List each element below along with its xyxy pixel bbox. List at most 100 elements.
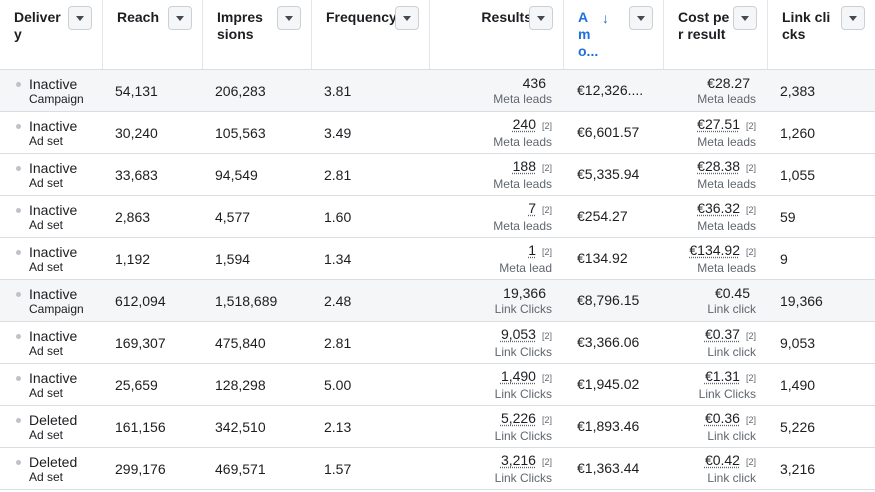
column-header-amount[interactable]: Amo... ↓	[564, 0, 664, 69]
cost-per-result-type: Link click	[707, 429, 756, 443]
amount-spent-cell: €254.27	[564, 196, 664, 237]
cost-per-result-value[interactable]: €0.42	[704, 452, 740, 468]
table-row[interactable]: Inactive Ad set 25,659 128,298 5.00 1,49…	[0, 364, 875, 406]
cost-per-result-type: Meta leads	[697, 135, 756, 149]
column-header-results[interactable]: Results	[430, 0, 564, 69]
results-value[interactable]: 5,226	[500, 410, 536, 426]
delivery-cell: Deleted Ad set	[0, 406, 103, 447]
table-row[interactable]: Inactive Ad set 2,863 4,577 1.60 7 [2] M…	[0, 196, 875, 238]
cost-per-result-value[interactable]: €0.45	[714, 285, 750, 301]
results-value[interactable]: 188	[512, 158, 536, 174]
results-value[interactable]: 19,366	[503, 285, 546, 301]
cost-per-result-cell: €0.36 [2] Link click	[664, 406, 768, 447]
cost-per-result-value[interactable]: €28.38	[697, 158, 740, 174]
column-menu-button[interactable]	[168, 6, 192, 30]
status-dot-icon	[16, 208, 21, 213]
column-header-reach[interactable]: Reach	[103, 0, 203, 69]
status-dot-icon	[16, 334, 21, 339]
cost-per-result-value[interactable]: €0.36	[704, 410, 740, 426]
results-value[interactable]: 436	[522, 75, 546, 91]
table-row[interactable]: Inactive Ad set 169,307 475,840 2.81 9,0…	[0, 322, 875, 364]
status-dot-icon	[16, 418, 21, 423]
link-clicks-cell: 9	[780, 250, 788, 267]
amount-value: €134.92	[577, 250, 628, 266]
delivery-cell: Inactive Ad set	[0, 196, 103, 237]
cost-per-result-footnote: [2]	[745, 373, 756, 383]
amount-spent-cell: €1,945.02	[564, 364, 664, 405]
cost-per-result-type: Link click	[707, 302, 756, 316]
column-menu-button[interactable]	[629, 6, 653, 30]
results-footnote: [2]	[541, 163, 552, 173]
results-value[interactable]: 1,490	[500, 368, 536, 384]
cost-per-result-footnote: [2]	[745, 121, 756, 131]
results-cell: 9,053 [2] Link Clicks	[430, 322, 564, 363]
results-type: Link Clicks	[494, 471, 552, 485]
column-menu-button[interactable]	[733, 6, 757, 30]
column-header-cost-per-result[interactable]: Cost per result	[664, 0, 768, 69]
impressions-cell: 342,510	[215, 418, 266, 435]
cost-per-result-value[interactable]: €27.51	[697, 116, 740, 132]
cost-per-result-cell: €134.92 [2] Meta leads	[664, 238, 768, 279]
table-row[interactable]: Inactive Ad set 30,240 105,563 3.49 240 …	[0, 112, 875, 154]
results-cell: 1,490 [2] Link Clicks	[430, 364, 564, 405]
amount-spent-cell: €1,893.46	[564, 406, 664, 447]
column-header-link-clicks[interactable]: Link clicks	[768, 0, 875, 69]
results-value[interactable]: 7	[528, 200, 536, 216]
cost-per-result-value[interactable]: €28.27	[707, 75, 750, 91]
column-menu-button[interactable]	[68, 6, 92, 30]
impressions-cell: 105,563	[215, 124, 266, 141]
impressions-cell: 128,298	[215, 376, 266, 393]
column-menu-button[interactable]	[277, 6, 301, 30]
table-row[interactable]: Deleted Ad set 299,176 469,571 1.57 3,21…	[0, 448, 875, 490]
table-row[interactable]: Inactive Campaign 54,131 206,283 3.81 43…	[0, 70, 875, 112]
cost-per-result-value[interactable]: €134.92	[689, 242, 740, 258]
cost-per-result-value[interactable]: €36.32	[697, 200, 740, 216]
results-value[interactable]: 9,053	[500, 326, 536, 342]
cost-per-result-cell: €36.32 [2] Meta leads	[664, 196, 768, 237]
table-row[interactable]: Inactive Ad set 33,683 94,549 2.81 188 […	[0, 154, 875, 196]
delivery-cell: Inactive Campaign	[0, 70, 103, 111]
amount-spent-cell: €8,796.15	[564, 280, 664, 321]
cost-per-result-value[interactable]: €0.37	[704, 326, 740, 342]
column-header-frequency[interactable]: Frequency	[312, 0, 430, 69]
delivery-level: Ad set	[29, 175, 64, 190]
link-clicks-cell: 1,260	[780, 124, 816, 141]
delivery-status: Inactive	[29, 369, 78, 386]
delivery-level: Ad set	[29, 343, 64, 358]
cost-per-result-footnote: [2]	[745, 163, 756, 173]
column-label: Reach	[117, 9, 160, 25]
impressions-cell: 94,549	[215, 166, 258, 183]
reach-cell: 161,156	[115, 418, 166, 435]
table-row[interactable]: Inactive Ad set 1,192 1,594 1.34 1 [2] M…	[0, 238, 875, 280]
cost-per-result-cell: €0.42 [2] Link click	[664, 448, 768, 489]
amount-value: €3,366.06	[577, 334, 640, 350]
results-value[interactable]: 240	[512, 116, 536, 132]
table-row[interactable]: Deleted Ad set 161,156 342,510 2.13 5,22…	[0, 406, 875, 448]
results-value[interactable]: 1	[528, 242, 536, 258]
cost-per-result-footnote: [2]	[745, 415, 756, 425]
delivery-level: Ad set	[29, 427, 64, 442]
cost-per-result-cell: €1.31 [2] Link Clicks	[664, 364, 768, 405]
column-menu-button[interactable]	[841, 6, 865, 30]
results-cell: 436 Meta leads	[430, 70, 564, 111]
delivery-status: Deleted	[29, 453, 78, 470]
cost-per-result-value[interactable]: €1.31	[704, 368, 740, 384]
delivery-status: Inactive	[29, 159, 78, 176]
delivery-level: Campaign	[29, 91, 84, 106]
results-cell: 19,366 Link Clicks	[430, 280, 564, 321]
delivery-cell: Deleted Ad set	[0, 448, 103, 489]
column-header-impressions[interactable]: Impressions	[203, 0, 312, 69]
reach-cell: 2,863	[115, 208, 151, 225]
results-footnote: [2]	[541, 373, 552, 383]
cost-per-result-type: Link click	[707, 471, 756, 485]
results-value[interactable]: 3,216	[500, 452, 536, 468]
table-row[interactable]: Inactive Campaign 612,094 1,518,689 2.48…	[0, 280, 875, 322]
column-menu-button[interactable]	[395, 6, 419, 30]
impressions-cell: 4,577	[215, 208, 251, 225]
column-header-delivery[interactable]: Delivery	[0, 0, 103, 69]
status-dot-icon	[16, 166, 21, 171]
column-menu-button[interactable]	[529, 6, 553, 30]
link-clicks-cell: 59	[780, 208, 796, 225]
impressions-cell: 206,283	[215, 82, 266, 99]
amount-value: €1,363.44	[577, 460, 640, 476]
